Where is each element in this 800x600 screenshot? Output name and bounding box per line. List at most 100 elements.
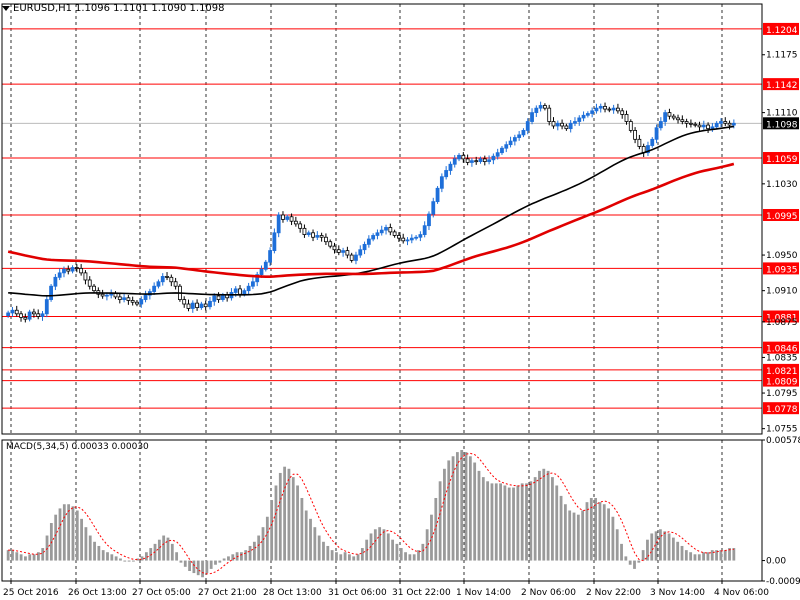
candle-body [371,235,376,240]
y-tick-label: 1.1175 [766,51,798,61]
candle-body [366,238,371,245]
macd-bar [443,468,446,561]
candle-body [701,124,706,128]
macd-bar [373,529,377,561]
x-tick-label: 27 Oct 05:00 [132,588,191,598]
macd-y-tick-label: -0.00098 [766,577,800,587]
candle-body [19,313,23,318]
macd-bar [15,552,19,561]
macd-bar [157,539,161,561]
macd-bar [343,552,347,561]
candle-body [397,235,401,239]
macd-panel-border [1,439,763,582]
candle-body [508,140,513,146]
macd-indicator-label: MACD(5,34,5) 0.00033 0.00030 [6,442,149,452]
level-label-bg [763,262,799,275]
candle-body [238,288,242,295]
macd-bar [227,556,230,561]
price-panel-border [1,3,763,435]
macd-bar [175,552,179,561]
price-panel [2,4,762,434]
macd-bar [602,504,606,561]
macd-bar [240,552,243,561]
candle-body [255,274,260,283]
macd-bar [391,539,394,561]
current-price-label: 1.1098 [766,120,798,130]
x-tick-label: 25 Oct 2016 [3,588,59,598]
candle-body [560,122,564,127]
candle-body [74,267,79,269]
candle-body [543,105,547,109]
candle-body [27,311,32,320]
level-label-bg [763,310,799,323]
candle-body [14,309,19,315]
candle-body [564,125,569,130]
candle-body [525,121,530,131]
macd-bar [330,550,334,561]
candle-body [122,297,126,300]
candle-body [710,126,715,130]
candle-body [461,154,466,160]
candle-body [439,176,444,189]
candle-body [126,297,131,301]
candle-body [594,107,599,112]
candle-body [534,107,539,114]
macd-bar [300,497,304,561]
candle-body [169,276,174,283]
candle-body [160,276,165,283]
candle-body [607,108,612,111]
macd-bar [270,500,274,561]
macd-bar [533,477,537,561]
level-label-bg [763,152,799,165]
candle-body [182,299,187,305]
macd-bar [62,504,66,561]
macd-bar [551,477,554,561]
macd-bar [166,537,170,561]
macd-bar [144,552,148,561]
level-label: 1.1142 [766,81,798,91]
candle-body [246,285,251,292]
candle-body [487,159,491,162]
chart-title-bar[interactable]: EURUSD,H1 1.1096 1.1101 1.1090 1.1098 [2,3,225,14]
candle-body [697,124,702,128]
macd-bar [265,516,269,561]
macd-bar [296,485,299,561]
macd-bar [671,537,675,561]
macd-bar [84,527,88,561]
candle-body [392,231,397,236]
dropdown-triangle-icon[interactable] [2,6,10,11]
candle-body [646,145,650,154]
level-label-bg [763,341,799,354]
macd-bar [710,550,714,561]
macd-bar [6,550,10,561]
candle-body [585,113,590,116]
macd-bar [67,504,71,561]
candle-body [448,163,453,171]
macd-bar [93,541,96,561]
macd-bar [248,545,252,561]
macd-bar [676,541,680,561]
macd-bar [598,502,602,561]
candle-body [474,160,479,163]
y-tick-label: 1.0875 [766,318,798,328]
moving-average-slow [7,162,735,278]
candle-body [130,300,135,303]
candle-body [83,272,88,281]
macd-bar [555,485,559,561]
macd-bar [404,552,407,561]
candle-body [663,112,668,122]
macd-bar [512,487,515,561]
candle-body [117,296,122,300]
macd-bar [136,558,140,561]
macd-bar [244,550,248,561]
candle-body [693,123,698,126]
candle-body [199,303,204,308]
macd-bar [412,554,416,561]
candle-body [719,121,723,124]
macd-bar [317,535,321,561]
level-label: 1.0821 [766,367,798,377]
candle-body [336,249,341,253]
macd-bar [646,539,649,561]
candle-body [328,241,333,247]
x-tick-label: 1 Nov 14:00 [456,588,511,598]
